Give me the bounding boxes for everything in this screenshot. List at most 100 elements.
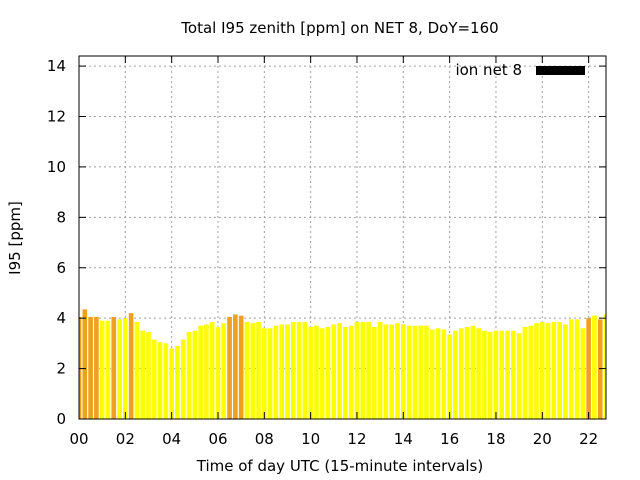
bar	[557, 321, 562, 419]
bar	[79, 316, 82, 419]
bar	[180, 339, 186, 419]
bar	[215, 326, 221, 419]
plot-frame	[78, 55, 607, 420]
bar	[331, 324, 337, 419]
bar	[256, 321, 261, 419]
bar	[325, 326, 331, 419]
bar	[279, 324, 285, 419]
x-tick-label: 22	[579, 430, 598, 448]
bar	[221, 323, 227, 419]
bar	[302, 321, 308, 419]
bar	[244, 321, 250, 419]
bar	[534, 323, 539, 419]
bar	[128, 313, 134, 419]
bar	[354, 321, 360, 419]
bar	[151, 339, 157, 419]
bar	[314, 325, 319, 419]
x-axis-label: Time of day UTC (15-minute intervals)	[196, 457, 483, 475]
bar	[383, 324, 389, 419]
bar	[476, 328, 481, 419]
bar	[395, 323, 400, 419]
bar	[285, 324, 290, 419]
bar	[82, 309, 88, 419]
x-tick-label: 18	[486, 430, 505, 448]
bar	[470, 325, 476, 419]
bar	[499, 330, 505, 419]
chart-title: Total I95 zenith [ppm] on NET 8, DoY=160	[180, 19, 498, 37]
grid	[79, 56, 606, 419]
bar	[209, 321, 215, 419]
bar	[88, 316, 93, 419]
bar	[372, 326, 377, 419]
bar	[412, 325, 418, 419]
legend-label: ion net 8	[455, 61, 522, 79]
y-tick-label: 0	[56, 410, 66, 428]
bar	[134, 321, 140, 419]
bar	[429, 329, 435, 419]
bar	[453, 330, 458, 419]
bar	[487, 332, 493, 419]
bar	[262, 328, 267, 419]
x-tick-label: 14	[394, 430, 413, 448]
x-tick-label: 04	[162, 430, 181, 448]
bar	[400, 324, 406, 419]
x-tick-label: 06	[208, 430, 227, 448]
bar	[505, 330, 510, 419]
bar	[493, 330, 499, 419]
legend: ion net 8	[455, 61, 585, 79]
bar	[290, 321, 296, 419]
bar	[111, 316, 117, 419]
bar	[580, 328, 586, 419]
bar	[418, 325, 423, 419]
bar	[337, 323, 342, 419]
y-tick-label: 8	[56, 208, 66, 226]
bar	[366, 321, 371, 419]
y-tick-label: 10	[47, 158, 66, 176]
x-tick-label: 10	[301, 430, 320, 448]
x-tick-label: 00	[69, 430, 88, 448]
bar	[545, 323, 551, 419]
legend-swatch	[536, 66, 585, 75]
bar	[551, 321, 557, 419]
bar	[296, 321, 302, 419]
bar	[516, 333, 522, 419]
bar	[233, 314, 238, 419]
bar	[146, 332, 151, 419]
bar	[377, 321, 383, 419]
bar	[163, 343, 169, 419]
bar	[308, 326, 313, 419]
bar	[175, 345, 180, 419]
y-tick-label: 14	[47, 57, 66, 75]
bars	[79, 309, 606, 419]
y-tick-label: 6	[56, 259, 66, 277]
bar	[482, 330, 487, 419]
y-tick-label: 4	[56, 309, 66, 327]
bar	[539, 321, 545, 419]
bar	[424, 325, 429, 419]
bar	[568, 319, 574, 419]
bar	[511, 330, 516, 419]
bar	[227, 316, 232, 419]
bar	[360, 321, 366, 419]
bar	[447, 334, 452, 419]
x-tick-label: 02	[116, 430, 135, 448]
bar	[522, 326, 528, 419]
y-tick-label: 12	[47, 108, 66, 126]
bar	[464, 326, 470, 419]
bar	[435, 328, 441, 419]
x-tick-label: 12	[347, 430, 366, 448]
bar	[105, 320, 111, 419]
bar	[250, 323, 256, 419]
bar	[273, 325, 279, 419]
bar	[198, 325, 203, 419]
bar	[389, 324, 395, 419]
bar	[528, 325, 534, 419]
bar	[597, 319, 603, 419]
bar	[592, 315, 597, 419]
bar	[319, 328, 325, 419]
x-tick-label: 08	[255, 430, 274, 448]
bar	[586, 318, 591, 419]
bar	[574, 319, 580, 419]
bar	[94, 316, 99, 419]
